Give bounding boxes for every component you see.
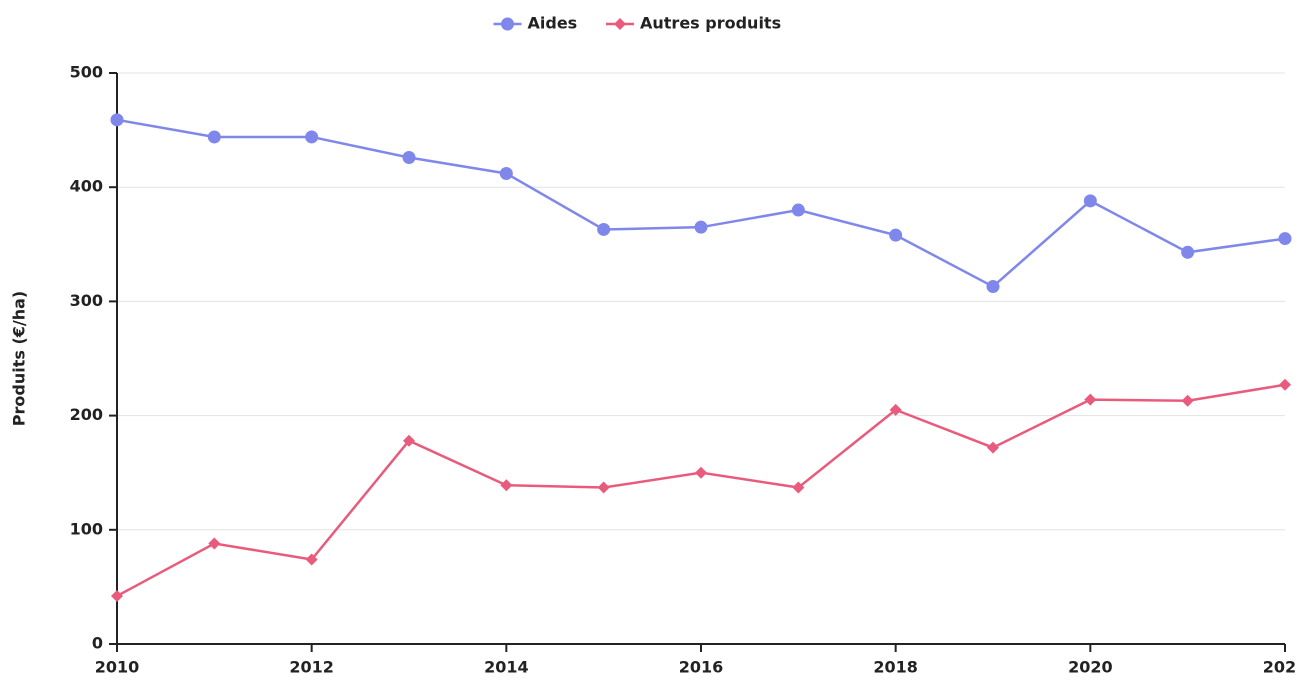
y-axis-label: Produits (€/ha) [10,291,29,426]
data-point [889,228,903,242]
data-point [694,220,708,234]
data-point [792,481,805,494]
data-point [1278,232,1292,246]
data-point [597,481,610,494]
data-point [111,590,123,603]
data-point [305,130,319,144]
y-tick-label: 400 [70,177,103,196]
y-tick-label: 0 [92,634,103,653]
legend-label: Autres produits [640,14,781,33]
data-point [208,537,221,550]
data-point [1181,394,1194,407]
data-point [986,280,1000,294]
data-point [500,479,513,492]
data-point [305,553,318,566]
data-point [207,130,221,144]
y-tick-label: 300 [70,291,103,310]
data-point [499,166,513,180]
data-point [1083,194,1097,208]
y-tick-label: 100 [70,519,103,538]
series-line [116,383,1286,598]
data-point [402,151,416,165]
y-tick-label: 500 [70,63,103,82]
x-tick-label: 2016 [679,658,724,677]
y-tick-label: 200 [70,405,103,424]
x-tick-label: 2020 [1068,658,1113,677]
legend-marker [614,18,626,30]
data-point [110,113,124,127]
data-point [889,403,902,416]
data-point [1181,245,1195,259]
data-point [597,222,611,236]
x-tick-label: 2018 [873,658,918,677]
legend-label: Aides [528,14,578,33]
x-tick-label: 2014 [484,658,529,677]
legend-marker [501,17,514,31]
data-point [987,441,999,454]
series-line [116,118,1286,289]
data-point [1084,393,1097,406]
data-point [695,466,707,479]
data-point [403,434,415,447]
x-tick-label: 2012 [289,658,334,677]
x-tick-label: 2022 [1263,658,1297,677]
data-point [791,203,805,217]
x-tick-label: 2010 [95,658,140,677]
data-point [1279,378,1291,391]
